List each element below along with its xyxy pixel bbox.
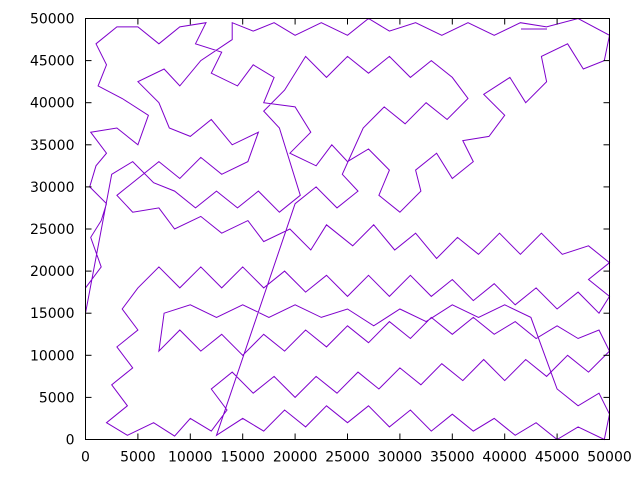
y-tick-label: 40000 xyxy=(30,96,75,112)
y-tick-label: 35000 xyxy=(30,138,75,154)
x-tick-label: 45000 xyxy=(535,450,580,466)
tour-line-0 xyxy=(85,17,611,441)
x-tick-label: 40000 xyxy=(482,450,527,466)
x-tick-label: 5000 xyxy=(120,450,156,466)
y-tick-label: 45000 xyxy=(30,54,75,70)
x-tick-label: 25000 xyxy=(325,450,370,466)
tour-series xyxy=(85,17,611,441)
x-tick-label: 0 xyxy=(81,450,90,466)
y-tick-label: 50000 xyxy=(30,12,75,28)
plot-frame xyxy=(85,18,610,440)
x-axis: 0 5000 10000 15000 20000 25000 30000 35000 40000… xyxy=(81,18,632,466)
y-tick-label: 0 xyxy=(66,433,75,449)
y-tick-label: 10000 xyxy=(30,348,75,364)
y-tick-label: 5000 xyxy=(39,390,75,406)
y-tick-label: 25000 xyxy=(30,222,75,238)
y-tick-label: 20000 xyxy=(30,264,75,280)
y-axis: 0 5000 10000 15000 20000 25000 30000 35000 40000… xyxy=(30,12,610,449)
y-tick-label: 30000 xyxy=(30,180,75,196)
x-tick-label: 30000 xyxy=(378,450,423,466)
x-tick-label: 10000 xyxy=(168,450,213,466)
x-tick-label: 50000 xyxy=(587,450,632,466)
x-tick-label: 15000 xyxy=(220,450,265,466)
x-tick-label: 20000 xyxy=(273,450,318,466)
x-tick-label: 35000 xyxy=(430,450,475,466)
y-tick-label: 15000 xyxy=(30,306,75,322)
